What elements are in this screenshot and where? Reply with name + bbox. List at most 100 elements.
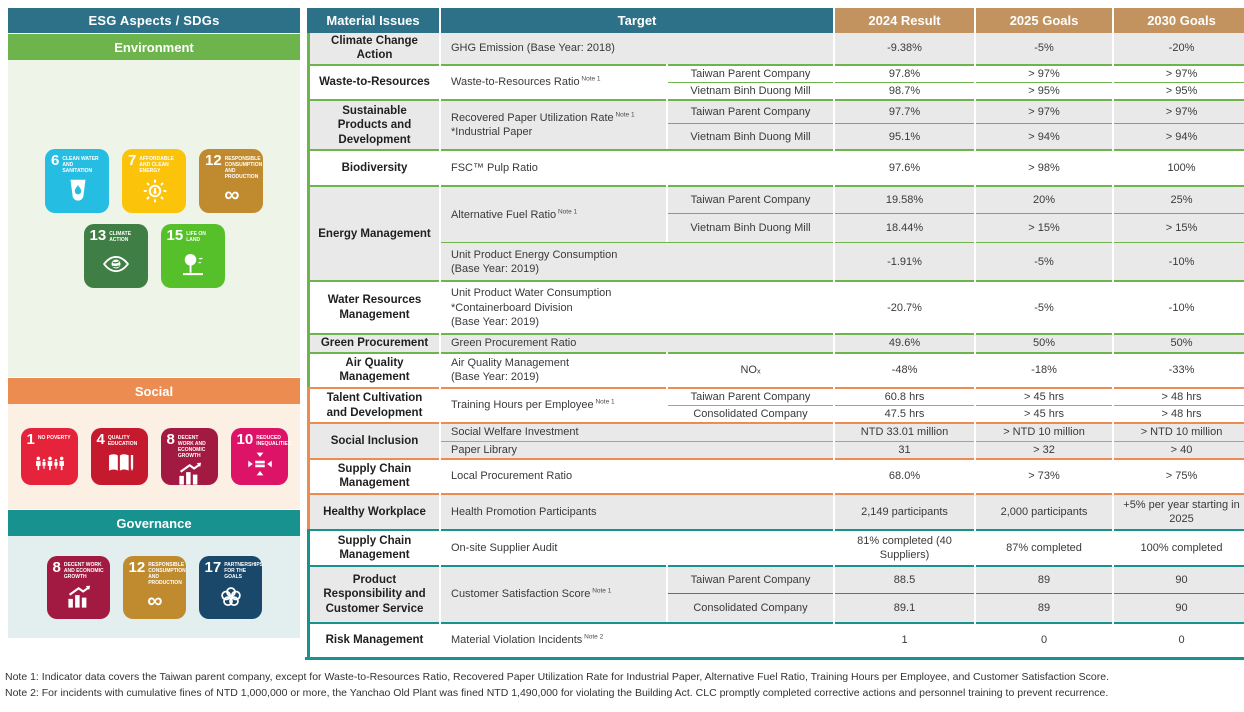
value-cell: -18% bbox=[976, 351, 1113, 387]
header-row: Material Issues Target 2024 Result 2025 … bbox=[307, 8, 1244, 33]
target-cell: Alternative Fuel Ratio Note 1 bbox=[441, 185, 666, 243]
target-cell: On-site Supplier Audit bbox=[441, 528, 834, 565]
target-cell: FSC™ Pulp Ratio bbox=[441, 149, 834, 185]
value-cell: 100% bbox=[1114, 149, 1244, 185]
value-cell: 49.6% bbox=[835, 333, 975, 352]
table-row: Healthy Workplace Health Promotion Partic… bbox=[307, 492, 1244, 529]
note-reference: Note 2 bbox=[582, 633, 604, 641]
value-cell: 31 bbox=[835, 440, 975, 458]
target-cell: Customer Satisfaction Score Note 1 bbox=[441, 564, 666, 622]
table-row: Vietnam Binh Duong Mill 98.7% > 95% > 95% bbox=[307, 82, 1244, 99]
value-cell: -20.7% bbox=[835, 280, 975, 333]
value-cell: > 97% bbox=[1114, 99, 1244, 124]
note-reference: Note 1 bbox=[593, 398, 615, 406]
sdg-title: RESPONSIBLE CONSUMPTION AND PRODUCTION bbox=[224, 155, 263, 180]
table-row: Supply Chain Management On-site Supplier … bbox=[307, 528, 1244, 565]
sdg-title: CLIMATE ACTION bbox=[109, 230, 132, 243]
value-cell: 18.44% bbox=[835, 213, 975, 243]
value-cell: > 45 hrs bbox=[976, 405, 1113, 422]
value-cell: > 94% bbox=[1114, 123, 1244, 150]
sdg-area-gov: 8 DECENT WORK AND ECONOMIC GROWTH 12 RESPON… bbox=[8, 536, 300, 638]
value-cell: -9.38% bbox=[835, 33, 975, 64]
value-cell: 90 bbox=[1114, 592, 1244, 622]
target-cell: Paper Library bbox=[441, 440, 834, 458]
material-issue-cell: Waste-to-Resources bbox=[307, 63, 439, 100]
company-cell: Vietnam Binh Duong Mill bbox=[668, 82, 834, 99]
value-cell: NTD 33.01 million bbox=[835, 422, 975, 441]
sdg-number: 13 bbox=[89, 227, 107, 244]
value-cell: -33% bbox=[1114, 351, 1244, 387]
target-cell: Air Quality Management (Base Year: 2019) bbox=[441, 351, 666, 387]
table-row: Vietnam Binh Duong Mill 95.1% > 94% > 94% bbox=[307, 123, 1244, 150]
infinity-icon: ∞ bbox=[205, 180, 258, 210]
material-issue-cell: Product Responsibility and Customer Serv… bbox=[307, 564, 439, 622]
table-row: Waste-to-Resources Waste-to-Resources Rat… bbox=[307, 63, 1244, 100]
value-cell: 60.8 hrs bbox=[835, 386, 975, 405]
footnotes: Note 1: Indicator data covers the Taiwan… bbox=[0, 670, 1244, 702]
material-issue-cell: Risk Management bbox=[307, 621, 439, 657]
material-issue-cell: Supply Chain Management bbox=[307, 528, 439, 565]
value-cell: > 73% bbox=[976, 457, 1113, 493]
sdg-title: NO POVERTY bbox=[37, 434, 71, 441]
col-header-2024-result: 2024 Result bbox=[835, 8, 975, 33]
target-cell: Recovered Paper Utilization Rate Note 1 *… bbox=[441, 99, 666, 150]
sdg-row: 6 CLEAN WATER AND SANITATION 7 AFFORDABLE A… bbox=[45, 149, 263, 213]
page: ESG Aspects / SDGs Environment 6 CLEAN WAT… bbox=[8, 8, 1244, 660]
material-issue-cell: Supply Chain Management bbox=[307, 457, 439, 493]
table-row: Unit Product Energy Consumption (Base Yea… bbox=[307, 242, 1244, 281]
value-cell: -10% bbox=[1114, 242, 1244, 281]
sdg-7-icon: 7 AFFORDABLE AND CLEAN ENERGY bbox=[122, 149, 186, 213]
value-cell: 89.1 bbox=[835, 592, 975, 622]
material-issue-cell: Water Resources Management bbox=[307, 280, 439, 334]
sdg-row: 8 DECENT WORK AND ECONOMIC GROWTH 12 RESPON… bbox=[46, 555, 263, 619]
table-row: Air Quality Management Air Quality Manage… bbox=[307, 351, 1244, 387]
company-cell: Taiwan Parent Company bbox=[668, 386, 834, 405]
sdg-number: 8 bbox=[52, 558, 61, 576]
table-row: Social Inclusion Social Welfare Investmen… bbox=[307, 422, 1244, 458]
table-row: Vietnam Binh Duong Mill 18.44% > 15% > 15% bbox=[307, 213, 1244, 243]
note-reference: Note 1 bbox=[579, 75, 601, 83]
value-cell: > 15% bbox=[976, 213, 1113, 243]
svg-text:∞: ∞ bbox=[147, 588, 162, 612]
value-cell: 47.5 hrs bbox=[835, 405, 975, 422]
water-icon bbox=[51, 174, 104, 210]
section-gov-bar: Governance bbox=[8, 510, 300, 536]
sdg-4-icon: 4 QUALITY EDUCATION bbox=[90, 428, 148, 485]
value-cell: > 45 hrs bbox=[976, 386, 1113, 405]
target-cell: Unit Product Energy Consumption (Base Yea… bbox=[441, 242, 834, 281]
sdg-15-icon: 15 LIFE ON LAND bbox=[160, 224, 225, 288]
growth-icon bbox=[53, 580, 105, 615]
value-cell: 88.5 bbox=[835, 564, 975, 593]
company-cell: Vietnam Binh Duong Mill bbox=[668, 213, 834, 243]
sdg-number: 12 bbox=[128, 558, 146, 576]
sdg-title: PARTNERSHIPS FOR THE GOALS bbox=[224, 562, 263, 580]
sdg-number: 15 bbox=[166, 227, 184, 244]
partnership-icon bbox=[205, 580, 257, 615]
section-social-bar: Social bbox=[8, 378, 300, 404]
value-cell: 97.6% bbox=[835, 149, 975, 185]
value-cell: > 48 hrs bbox=[1114, 405, 1244, 422]
value-cell: -5% bbox=[976, 33, 1113, 64]
family-icon bbox=[27, 447, 73, 481]
value-cell: 81% completed (40 Suppliers) bbox=[835, 528, 975, 565]
sdg-13-icon: 13 CLIMATE ACTION bbox=[83, 224, 148, 288]
value-cell: 89 bbox=[976, 564, 1113, 593]
target-cell: Waste-to-Resources Ratio Note 1 bbox=[441, 63, 666, 100]
col-header-2025-goals: 2025 Goals bbox=[976, 8, 1113, 33]
table-row: Biodiversity FSC™ Pulp Ratio 97.6% > 98% 100… bbox=[307, 149, 1244, 186]
company-cell: Consolidated Company bbox=[668, 592, 834, 622]
sdg-area-env: 6 CLEAN WATER AND SANITATION 7 AFFORDABLE A… bbox=[8, 60, 300, 377]
table-row: Consolidated Company 47.5 hrs > 45 hrs > 48… bbox=[307, 405, 1244, 422]
material-issue-cell: Sustainable Products and Development bbox=[307, 99, 439, 150]
sdg-title: REDUCED INEQUALITIES bbox=[256, 434, 292, 447]
table-area: Material Issues Target 2024 Result 2025 … bbox=[305, 8, 1244, 660]
table-row: Climate Change Action GHG Emission (Base … bbox=[307, 33, 1244, 64]
book-icon bbox=[97, 447, 143, 481]
sdg-17-icon: 17 PARTNERSHIPS FOR THE GOALS bbox=[198, 555, 263, 619]
material-issue-cell: Energy Management bbox=[307, 185, 439, 281]
value-cell: -20% bbox=[1114, 33, 1244, 64]
sdg-number: 7 bbox=[128, 152, 137, 169]
value-cell: 2,000 participants bbox=[976, 492, 1113, 529]
target-cell: GHG Emission (Base Year: 2018) bbox=[441, 33, 834, 64]
target-cell: Health Promotion Participants bbox=[441, 492, 834, 529]
